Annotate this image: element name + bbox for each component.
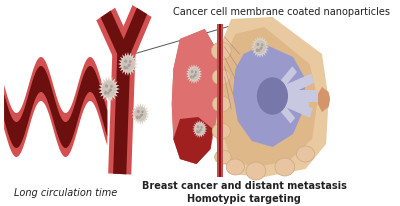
Circle shape xyxy=(256,51,258,52)
Circle shape xyxy=(107,93,109,94)
Circle shape xyxy=(255,41,265,54)
Ellipse shape xyxy=(212,123,230,139)
Circle shape xyxy=(142,112,143,113)
Polygon shape xyxy=(271,74,314,101)
Circle shape xyxy=(109,91,110,92)
Polygon shape xyxy=(101,12,129,58)
Polygon shape xyxy=(108,54,135,175)
Circle shape xyxy=(257,44,258,46)
Circle shape xyxy=(193,77,194,78)
Circle shape xyxy=(258,79,287,115)
Ellipse shape xyxy=(211,43,231,61)
Circle shape xyxy=(200,130,201,131)
Circle shape xyxy=(139,117,140,119)
Polygon shape xyxy=(270,67,297,99)
Circle shape xyxy=(140,115,142,117)
Polygon shape xyxy=(271,92,313,118)
Circle shape xyxy=(105,92,106,94)
Ellipse shape xyxy=(212,70,230,85)
Circle shape xyxy=(197,131,198,132)
Polygon shape xyxy=(119,9,147,58)
Polygon shape xyxy=(113,54,130,174)
Circle shape xyxy=(126,68,128,69)
Polygon shape xyxy=(4,67,107,148)
Text: Cancer cell membrane coated nanoparticles: Cancer cell membrane coated nanoparticle… xyxy=(136,7,390,54)
Circle shape xyxy=(111,86,112,88)
Circle shape xyxy=(194,75,195,77)
Ellipse shape xyxy=(246,162,266,180)
Circle shape xyxy=(259,50,260,52)
Circle shape xyxy=(124,68,125,69)
Circle shape xyxy=(192,72,193,73)
Circle shape xyxy=(201,127,202,128)
Circle shape xyxy=(261,48,262,49)
Circle shape xyxy=(191,77,192,78)
Circle shape xyxy=(128,66,129,67)
Circle shape xyxy=(129,65,130,66)
Polygon shape xyxy=(217,25,223,177)
Circle shape xyxy=(197,132,198,133)
Ellipse shape xyxy=(215,150,231,164)
Polygon shape xyxy=(131,103,150,125)
Circle shape xyxy=(137,117,138,119)
Circle shape xyxy=(103,82,115,97)
Circle shape xyxy=(110,90,111,91)
Circle shape xyxy=(257,50,258,51)
Circle shape xyxy=(105,93,106,95)
Circle shape xyxy=(137,117,138,118)
Polygon shape xyxy=(233,45,306,147)
Circle shape xyxy=(135,108,146,121)
Circle shape xyxy=(189,69,199,80)
Polygon shape xyxy=(114,6,152,61)
Circle shape xyxy=(125,61,126,63)
Circle shape xyxy=(130,62,131,63)
Polygon shape xyxy=(96,9,133,61)
Ellipse shape xyxy=(212,97,230,112)
Polygon shape xyxy=(4,58,107,157)
Polygon shape xyxy=(118,53,138,77)
Polygon shape xyxy=(173,117,213,164)
Polygon shape xyxy=(272,91,318,103)
Circle shape xyxy=(262,45,263,46)
Circle shape xyxy=(138,111,139,113)
Circle shape xyxy=(141,115,142,116)
Polygon shape xyxy=(271,76,311,101)
Circle shape xyxy=(124,67,126,68)
Circle shape xyxy=(191,77,192,78)
Text: Long circulation time: Long circulation time xyxy=(14,187,118,197)
Polygon shape xyxy=(221,28,318,167)
Circle shape xyxy=(196,124,204,135)
Polygon shape xyxy=(98,77,120,103)
Polygon shape xyxy=(172,30,219,164)
Ellipse shape xyxy=(275,158,295,176)
Polygon shape xyxy=(192,121,207,138)
Circle shape xyxy=(199,132,200,133)
Circle shape xyxy=(106,86,107,87)
Polygon shape xyxy=(270,94,295,124)
Circle shape xyxy=(200,129,202,131)
Polygon shape xyxy=(318,88,330,112)
Circle shape xyxy=(125,61,126,63)
Text: Homotypic targeting: Homotypic targeting xyxy=(188,193,301,203)
Circle shape xyxy=(260,49,261,50)
Polygon shape xyxy=(251,37,269,59)
Circle shape xyxy=(138,111,139,112)
Ellipse shape xyxy=(296,146,314,162)
Polygon shape xyxy=(271,92,310,113)
Circle shape xyxy=(195,75,196,76)
Text: Breast cancer and distant metastasis: Breast cancer and distant metastasis xyxy=(142,180,347,190)
Circle shape xyxy=(106,86,107,88)
Polygon shape xyxy=(219,25,221,177)
Circle shape xyxy=(122,58,134,72)
Polygon shape xyxy=(186,65,202,85)
Polygon shape xyxy=(213,18,328,177)
Polygon shape xyxy=(172,30,219,164)
Ellipse shape xyxy=(226,159,244,175)
